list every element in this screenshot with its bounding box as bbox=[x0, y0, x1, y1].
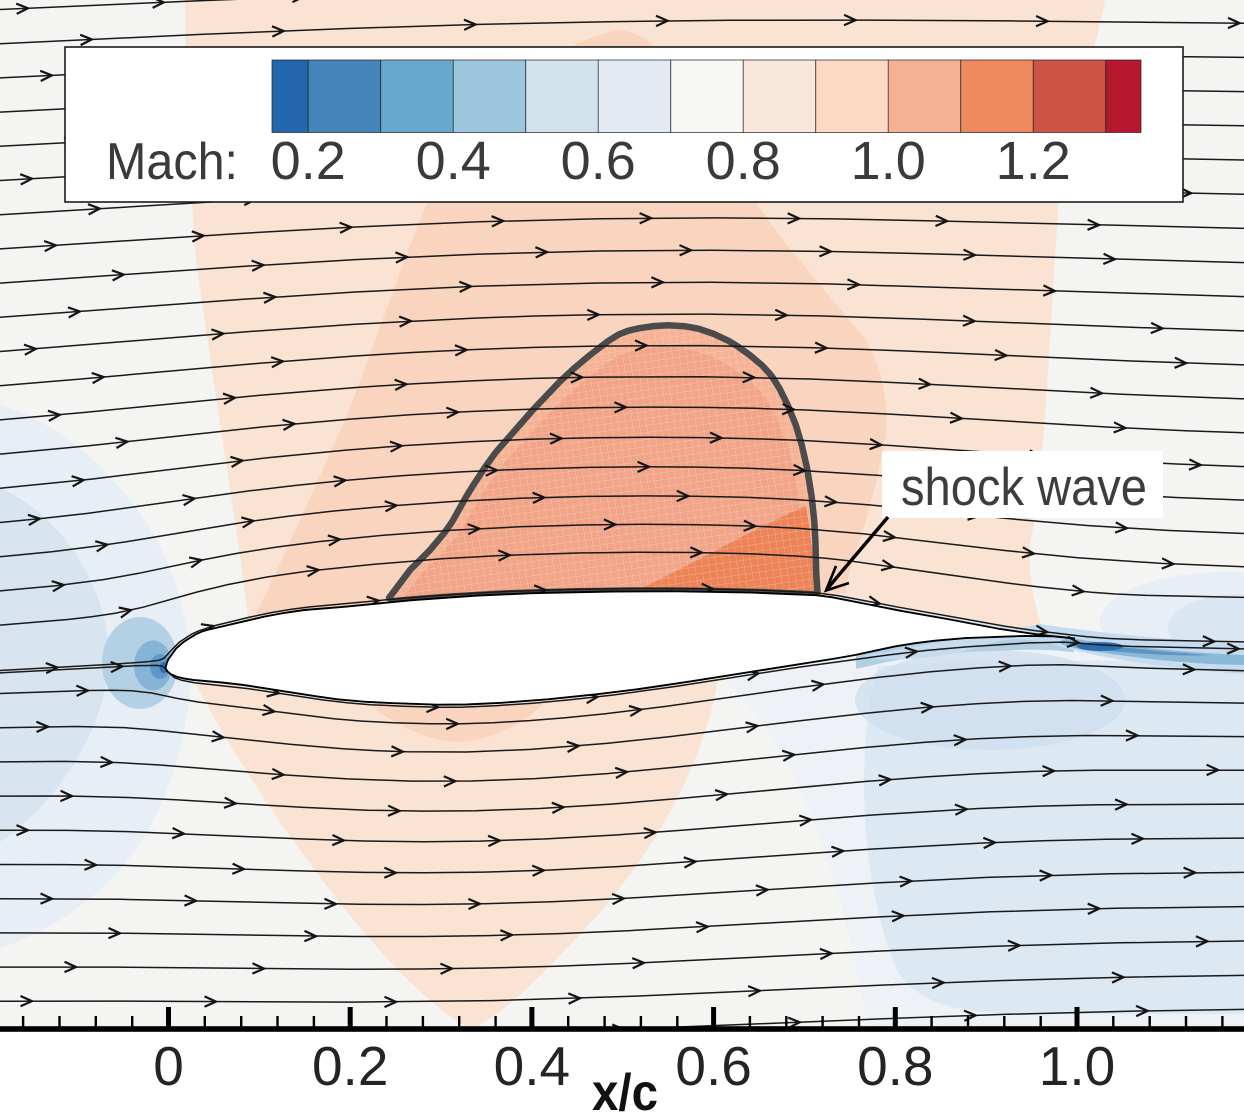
svg-text:0.4: 0.4 bbox=[416, 131, 491, 191]
svg-text:0.6: 0.6 bbox=[675, 1035, 751, 1097]
svg-text:0.2: 0.2 bbox=[271, 131, 346, 191]
svg-text:0: 0 bbox=[153, 1035, 184, 1097]
svg-text:0.2: 0.2 bbox=[312, 1035, 388, 1097]
svg-text:shock wave: shock wave bbox=[901, 458, 1147, 517]
svg-text:0.8: 0.8 bbox=[706, 131, 781, 191]
svg-text:Mach:: Mach: bbox=[106, 133, 238, 191]
svg-text:1.0: 1.0 bbox=[851, 131, 926, 191]
svg-text:0.8: 0.8 bbox=[857, 1035, 933, 1097]
svg-text:0.4: 0.4 bbox=[494, 1035, 570, 1097]
svg-text:1.2: 1.2 bbox=[996, 131, 1071, 191]
svg-text:x/c: x/c bbox=[592, 1064, 658, 1115]
svg-text:0.6: 0.6 bbox=[561, 131, 636, 191]
svg-text:1.0: 1.0 bbox=[1039, 1035, 1115, 1097]
